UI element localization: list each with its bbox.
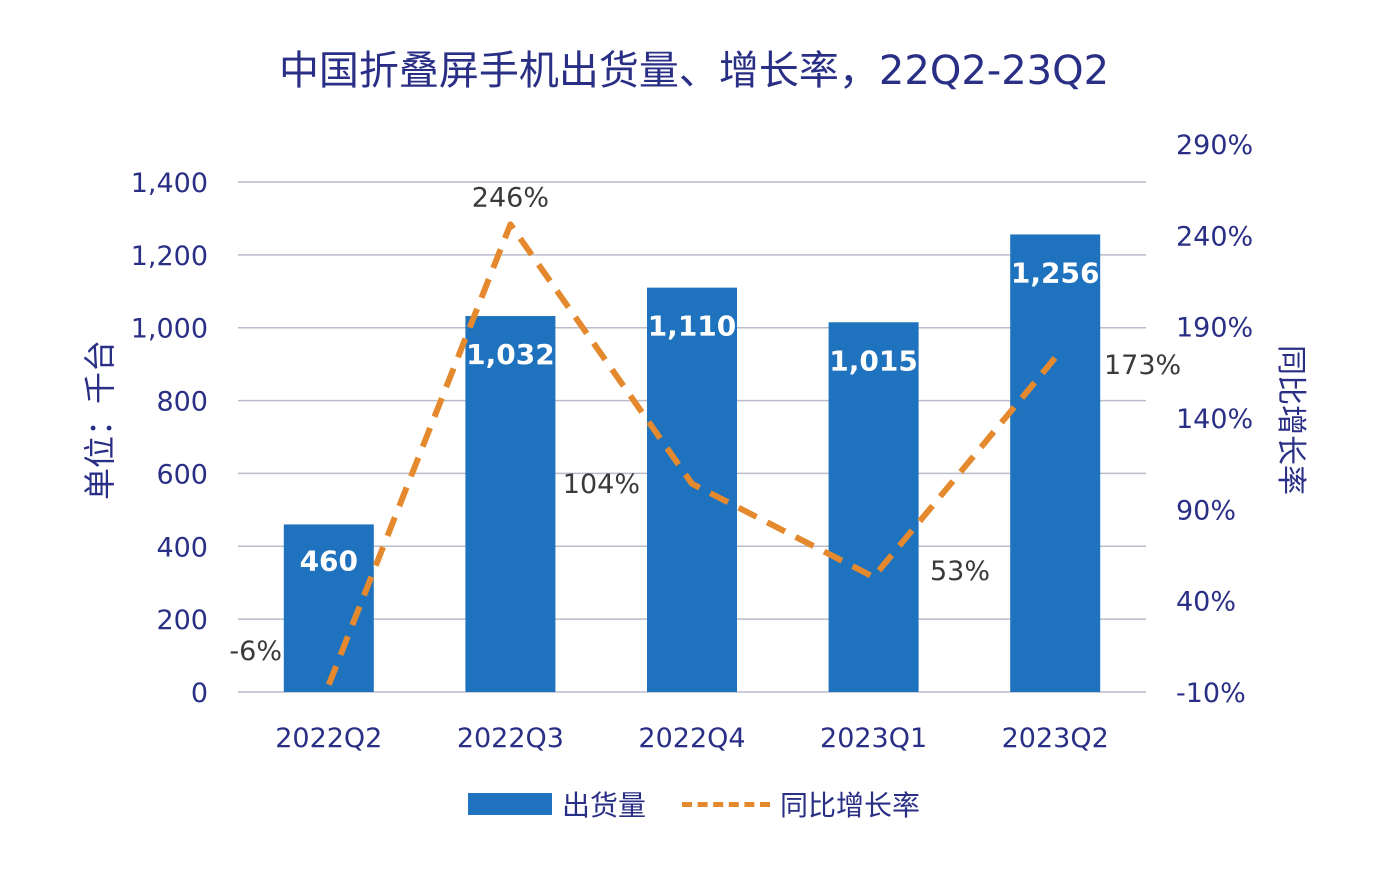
- legend-item-growth: 同比增长率: [682, 784, 920, 824]
- x-tick-label: 2022Q3: [457, 723, 564, 754]
- y-tick-label-left: 1,400: [131, 168, 208, 199]
- line-data-label: 246%: [472, 182, 549, 213]
- line-data-label: -6%: [229, 636, 282, 667]
- line-data-label: 173%: [1104, 350, 1181, 381]
- legend-bar-swatch: [467, 793, 552, 815]
- line-data-label: 104%: [563, 469, 640, 500]
- y-tick-label-left: 800: [156, 387, 208, 418]
- legend-dash-swatch: [682, 801, 770, 807]
- bar: [647, 287, 737, 692]
- bar-data-label: 460: [300, 544, 358, 577]
- y-tick-label-right: 240%: [1176, 221, 1253, 252]
- growth-rate-line: [326, 221, 1058, 686]
- bar-data-label: 1,110: [648, 310, 737, 343]
- x-tick-label: 2023Q1: [820, 723, 927, 754]
- y-tick-label-right: -10%: [1176, 678, 1246, 709]
- x-tick-label: 2022Q4: [638, 723, 745, 754]
- legend: 出货量 同比增长率: [0, 784, 1388, 824]
- legend-item-shipments: 出货量: [467, 784, 646, 824]
- y-tick-label-left: 600: [156, 459, 208, 490]
- bar-data-label: 1,015: [829, 344, 918, 377]
- chart-title: 中国折叠屏手机出货量、增长率，22Q2-23Q2: [278, 48, 1110, 94]
- y-tick-label-right: 190%: [1176, 313, 1253, 344]
- y-tick-label-left: 200: [156, 605, 208, 636]
- x-tick-label: 2023Q2: [1002, 723, 1109, 754]
- y-tick-label-right: 290%: [1176, 130, 1253, 161]
- y-tick-label-right: 90%: [1176, 495, 1236, 526]
- y-tick-label-left: 1,200: [131, 241, 208, 272]
- y-tick-label-right: 40%: [1176, 587, 1236, 618]
- y-tick-label-left: 400: [156, 532, 208, 563]
- bar-data-label: 1,256: [1011, 256, 1100, 289]
- bar: [828, 322, 919, 692]
- bar: [465, 316, 556, 692]
- legend-label-growth: 同比增长率: [780, 789, 921, 822]
- x-tick-label: 2022Q2: [275, 723, 382, 754]
- y-tick-label-left: 1,000: [131, 314, 208, 345]
- y-tick-label-right: 140%: [1176, 404, 1253, 435]
- line-data-label: 53%: [930, 556, 990, 587]
- bar-data-label: 1,032: [466, 338, 555, 371]
- bar: [1010, 234, 1101, 692]
- legend-label-shipments: 出货量: [561, 789, 646, 822]
- y-tick-label-left: 0: [191, 678, 208, 709]
